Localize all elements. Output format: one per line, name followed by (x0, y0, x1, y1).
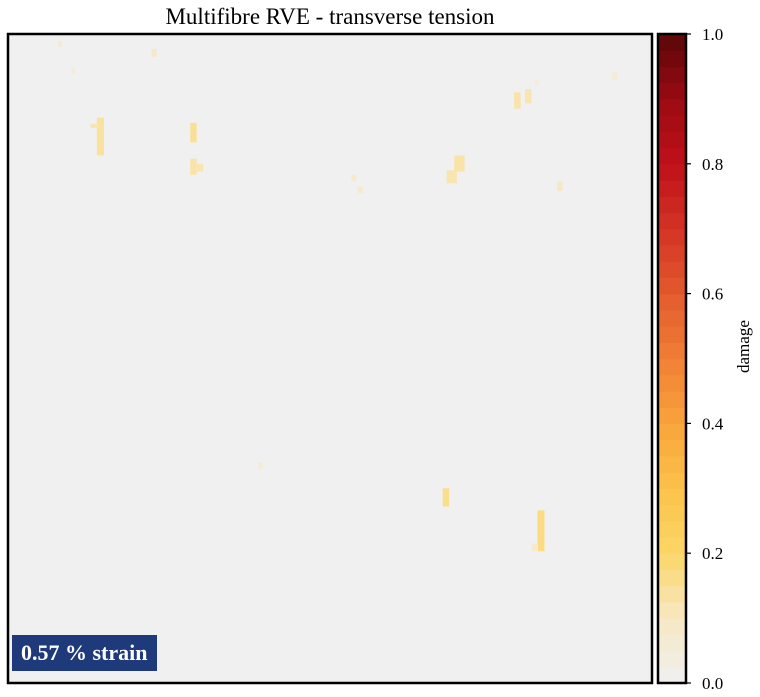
damage-cell-0 (96, 117, 104, 156)
heatmap-background (8, 34, 652, 683)
colorbar-level-33 (658, 131, 686, 149)
colorbar-level-8 (658, 536, 686, 554)
colorbar-level-29 (658, 196, 686, 214)
colorbar-level-35 (658, 98, 686, 116)
damage-cell-9 (557, 181, 563, 192)
colorbar-level-39 (658, 34, 686, 51)
colorbar-level-17 (658, 390, 686, 408)
damage-cell-2 (190, 122, 197, 143)
colorbar-level-31 (658, 163, 686, 181)
damage-cell-4 (196, 163, 204, 172)
colorbar-level-14 (658, 439, 686, 457)
damage-cell-20 (257, 462, 264, 469)
colorbar-level-18 (658, 374, 686, 392)
colorbar-level-38 (658, 50, 686, 68)
colorbar-label: damage (734, 320, 753, 373)
damage-cell-1 (90, 123, 99, 129)
damage-cell-15 (612, 71, 618, 80)
colorbar-level-15 (658, 423, 686, 441)
colorbar-level-36 (658, 82, 686, 100)
colorbar-level-30 (658, 180, 686, 197)
colorbar-level-1 (658, 650, 686, 668)
colorbar-level-16 (658, 407, 686, 424)
colorbar-level-2 (658, 634, 686, 652)
colorbar-level-13 (658, 455, 686, 473)
damage-cell-14 (71, 67, 75, 75)
chart-title: Multifibre RVE - transverse tension (165, 4, 495, 29)
damage-cell-8 (525, 89, 532, 104)
colorbar-level-20 (658, 342, 686, 360)
damage-cell-3 (190, 158, 197, 175)
colorbar-level-27 (658, 228, 686, 246)
colorbar-tick-label-1: 0.2 (702, 544, 723, 563)
damage-cell-10 (351, 174, 357, 182)
colorbar-level-5 (658, 585, 686, 603)
colorbar-level-22 (658, 309, 686, 327)
colorbar-level-0 (658, 666, 686, 684)
colorbar: 0.0 0.2 0.4 0.6 0.8 1.0 (656, 25, 724, 693)
colorbar-tick-label-3: 0.6 (702, 285, 723, 304)
damage-cell-11 (357, 186, 363, 193)
colorbar-level-7 (658, 553, 686, 571)
colorbar-level-6 (658, 569, 686, 587)
colorbar-level-10 (658, 504, 686, 522)
colorbar-level-19 (658, 358, 686, 376)
colorbar-level-34 (658, 115, 686, 132)
colorbar-frame (656, 32, 688, 685)
colorbar-level-3 (658, 618, 686, 635)
colorbar-tick-label-0: 0.0 (702, 674, 723, 693)
colorbar-tick-label-4: 0.8 (702, 155, 723, 174)
colorbar-level-28 (658, 212, 686, 230)
colorbar-level-11 (658, 488, 686, 506)
heatmap-plot (6, 32, 654, 685)
colorbar-level-12 (658, 472, 686, 489)
damage-cell-18 (537, 510, 545, 552)
damage-cell-6 (446, 170, 457, 184)
colorbar-level-21 (658, 326, 686, 343)
damage-cell-5 (454, 155, 465, 172)
colorbar-level-37 (658, 66, 686, 84)
colorbar-level-4 (658, 601, 686, 619)
strain-annotation: 0.57 % strain (12, 635, 157, 671)
colorbar-tick-label-5: 1.0 (702, 25, 723, 44)
damage-cell-7 (514, 92, 521, 109)
colorbar-level-9 (658, 520, 686, 538)
damage-cell-16 (534, 79, 539, 86)
damage-cell-13 (58, 40, 63, 47)
plot-frame (6, 32, 654, 685)
colorbar-level-26 (658, 244, 686, 262)
damage-cell-12 (151, 48, 157, 57)
damage-cell-17 (442, 488, 450, 507)
colorbar-level-25 (658, 261, 686, 278)
colorbar-level-23 (658, 293, 686, 311)
damage-cell-19 (531, 543, 539, 552)
colorbar-level-32 (658, 147, 686, 165)
colorbar-tick-label-2: 0.4 (702, 414, 724, 433)
colorbar-level-24 (658, 277, 686, 295)
